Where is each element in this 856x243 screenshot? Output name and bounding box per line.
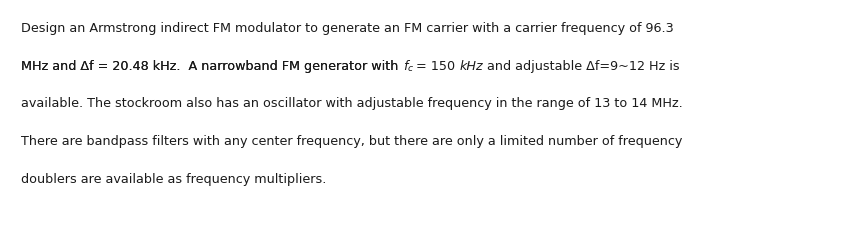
Text: f: f xyxy=(403,60,407,72)
Text: kHz: kHz xyxy=(460,60,483,72)
Text: MHz and Δf = 20.48 kHz.  A narrowband FM generator with: MHz and Δf = 20.48 kHz. A narrowband FM … xyxy=(21,60,403,72)
Text: available. The stockroom also has an oscillator with adjustable frequency in the: available. The stockroom also has an osc… xyxy=(21,97,683,110)
Text: c: c xyxy=(407,64,413,73)
Text: doublers are available as frequency multipliers.: doublers are available as frequency mult… xyxy=(21,173,327,185)
Text: Design an Armstrong indirect FM modulator to generate an FM carrier with a carri: Design an Armstrong indirect FM modulato… xyxy=(21,22,675,35)
Text: and adjustable Δf=9~12 Hz is: and adjustable Δf=9~12 Hz is xyxy=(483,60,680,72)
Text: MHz and Δf = 20.48 kHz.  A narrowband FM generator with: MHz and Δf = 20.48 kHz. A narrowband FM … xyxy=(21,60,403,72)
Text: There are bandpass filters with any center frequency, but there are only a limit: There are bandpass filters with any cent… xyxy=(21,135,683,148)
Text: = 150: = 150 xyxy=(413,60,460,72)
